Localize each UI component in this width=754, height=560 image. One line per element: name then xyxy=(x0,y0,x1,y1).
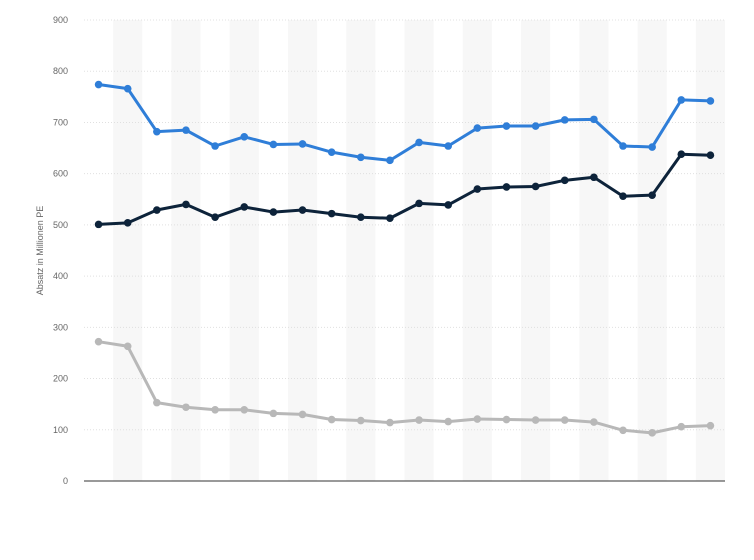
data-point[interactable] xyxy=(560,176,569,185)
data-point[interactable] xyxy=(531,122,540,130)
data-point[interactable] xyxy=(415,416,423,424)
background-band xyxy=(229,20,259,481)
data-point[interactable] xyxy=(182,126,190,134)
background-band xyxy=(171,20,201,481)
background-band xyxy=(113,20,143,481)
background-bands xyxy=(113,20,725,481)
data-point[interactable] xyxy=(356,213,365,222)
data-point[interactable] xyxy=(531,182,540,191)
data-point[interactable] xyxy=(123,219,132,227)
data-point[interactable] xyxy=(590,115,598,124)
series-lines xyxy=(94,80,715,437)
data-point[interactable] xyxy=(153,206,161,214)
series-line xyxy=(98,152,711,226)
data-point[interactable] xyxy=(560,116,569,124)
data-point[interactable] xyxy=(502,122,511,130)
data-point[interactable] xyxy=(648,143,656,151)
data-point[interactable] xyxy=(327,148,336,156)
data-point[interactable] xyxy=(327,209,336,218)
y-tick-label: 300 xyxy=(53,322,68,332)
data-point[interactable] xyxy=(619,192,627,201)
data-point[interactable] xyxy=(94,337,103,346)
data-point[interactable] xyxy=(269,140,278,149)
series-3 xyxy=(94,337,715,437)
data-point[interactable] xyxy=(240,406,249,414)
background-band xyxy=(695,20,725,481)
background-band xyxy=(404,20,434,481)
y-tick-label: 800 xyxy=(53,66,68,76)
data-point[interactable] xyxy=(444,417,453,426)
data-point[interactable] xyxy=(473,124,482,132)
data-point[interactable] xyxy=(415,138,423,147)
y-tick-label: 200 xyxy=(53,374,68,384)
data-point[interactable] xyxy=(706,151,715,160)
data-point[interactable] xyxy=(619,426,627,435)
data-point[interactable] xyxy=(240,132,249,141)
data-point[interactable] xyxy=(269,409,278,418)
data-point[interactable] xyxy=(502,415,511,424)
data-point[interactable] xyxy=(619,142,627,150)
background-band xyxy=(346,20,376,481)
y-tick-label: 700 xyxy=(53,117,68,127)
y-tick-label: 900 xyxy=(53,15,68,25)
data-point[interactable] xyxy=(153,127,161,136)
data-point[interactable] xyxy=(677,422,686,431)
data-point[interactable] xyxy=(356,153,365,162)
data-point[interactable] xyxy=(94,80,103,89)
data-point[interactable] xyxy=(590,173,598,182)
y-axis-ticks: 0 100 200 300 400 500 600 700 800 900 xyxy=(53,15,68,486)
y-tick-label: 400 xyxy=(53,271,68,281)
y-tick-label: 500 xyxy=(53,220,68,230)
data-point[interactable] xyxy=(415,199,423,208)
data-point[interactable] xyxy=(211,142,219,150)
series-line xyxy=(98,83,711,162)
data-point[interactable] xyxy=(531,416,540,424)
data-point[interactable] xyxy=(240,203,249,211)
data-point[interactable] xyxy=(648,191,656,199)
data-point[interactable] xyxy=(386,156,394,165)
series-2 xyxy=(94,150,715,229)
data-point[interactable] xyxy=(590,418,598,426)
data-point[interactable] xyxy=(94,220,103,229)
data-point[interactable] xyxy=(153,398,161,407)
data-point[interactable] xyxy=(444,201,453,209)
background-band xyxy=(462,20,492,481)
y-tick-label: 0 xyxy=(63,476,68,486)
data-point[interactable] xyxy=(356,416,365,425)
data-point[interactable] xyxy=(677,96,686,104)
data-point[interactable] xyxy=(123,342,132,351)
data-point[interactable] xyxy=(386,418,394,427)
data-point[interactable] xyxy=(123,84,132,93)
data-point[interactable] xyxy=(269,208,278,216)
data-point[interactable] xyxy=(182,200,190,209)
data-point[interactable] xyxy=(211,406,219,414)
series-line xyxy=(98,340,711,435)
data-point[interactable] xyxy=(298,140,307,148)
background-band xyxy=(287,20,318,481)
data-point[interactable] xyxy=(444,142,453,150)
data-point[interactable] xyxy=(298,410,307,419)
data-point[interactable] xyxy=(327,415,336,424)
data-point[interactable] xyxy=(560,416,569,424)
y-tick-label: 600 xyxy=(53,169,68,179)
data-point[interactable] xyxy=(298,206,307,214)
data-point[interactable] xyxy=(706,97,715,105)
data-point[interactable] xyxy=(386,214,394,223)
data-point[interactable] xyxy=(473,185,482,193)
background-band xyxy=(579,20,609,481)
y-axis-label: Absatz in Millionen PE xyxy=(35,206,45,296)
data-point[interactable] xyxy=(677,150,686,159)
background-band xyxy=(637,20,667,481)
series-1 xyxy=(94,80,715,165)
data-point[interactable] xyxy=(211,213,219,222)
background-band xyxy=(521,20,551,481)
data-point[interactable] xyxy=(473,415,482,423)
data-point[interactable] xyxy=(502,183,511,191)
y-tick-label: 100 xyxy=(53,425,68,435)
data-point[interactable] xyxy=(648,429,656,437)
data-point[interactable] xyxy=(182,403,190,412)
data-point[interactable] xyxy=(706,421,715,430)
